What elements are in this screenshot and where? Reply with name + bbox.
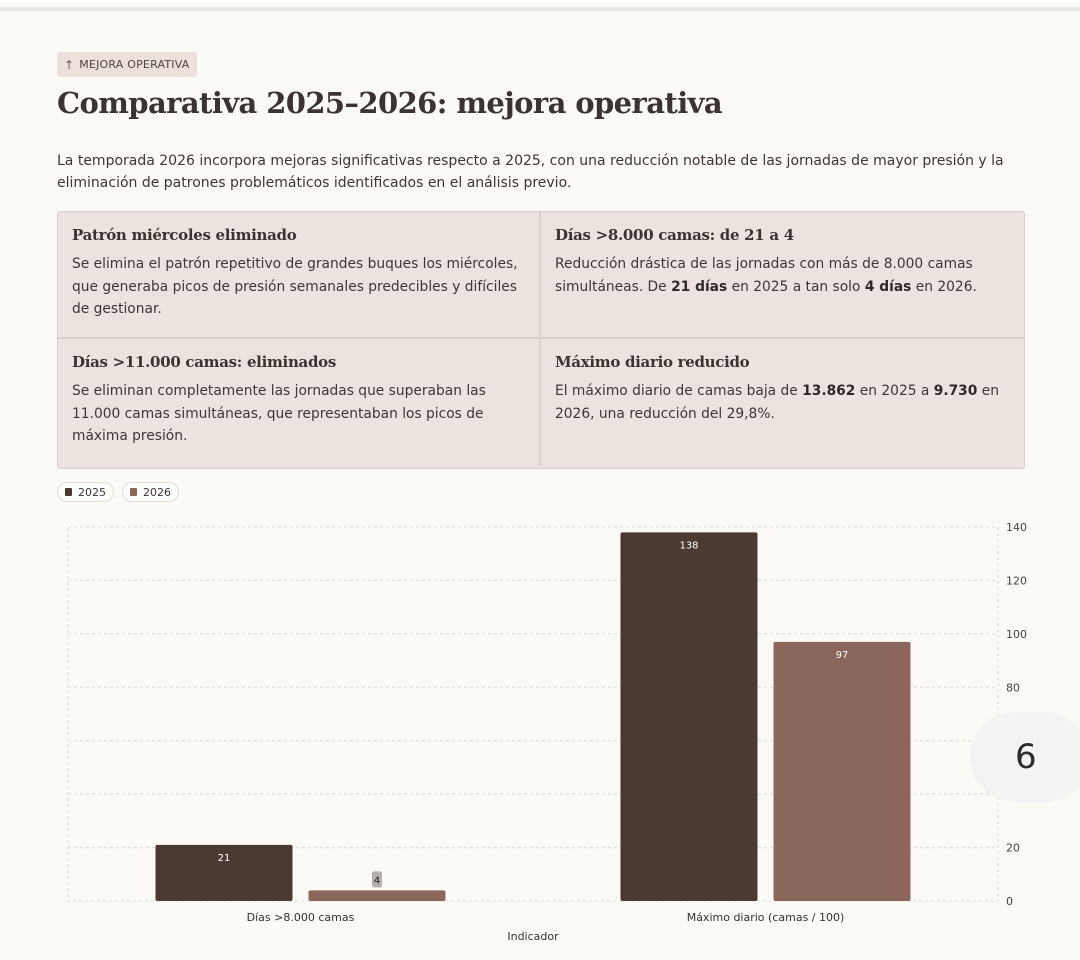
highlight-card: Días >8.000 camas: de 21 a 4 Reducción d…	[541, 212, 1024, 339]
x-tick-label: Máximo diario (camas / 100)	[687, 911, 845, 924]
highlight-emphasis: 21 días	[671, 278, 728, 295]
chart-legend: 2025 2026	[57, 482, 179, 502]
bar-value-label: 21	[218, 853, 231, 864]
highlight-title: Días >8.000 camas: de 21 a 4	[555, 226, 794, 244]
y-tick-label: 80	[1006, 681, 1020, 694]
highlights-grid: Patrón miércoles eliminado Se elimina el…	[57, 211, 1025, 469]
floating-badge: 6	[970, 712, 1080, 802]
highlight-body: El máximo diario de camas baja de 13.862…	[555, 380, 1010, 425]
highlight-text: Se elimina el patrón repetitivo de grand…	[72, 256, 518, 317]
highlight-emphasis: 9.730	[933, 383, 978, 399]
bar-value-label: 138	[679, 540, 698, 551]
y-tick-label: 100	[1006, 628, 1027, 641]
legend-swatch	[65, 488, 72, 496]
bar-2025	[155, 844, 293, 901]
page-title: Comparativa 2025–2026: mejora operativa	[57, 86, 723, 120]
bar-value-label: 97	[836, 650, 849, 661]
x-axis-title: Indicador	[507, 930, 559, 943]
highlight-text: en 2025 a tan solo	[727, 278, 865, 295]
highlight-emphasis: 13.862	[802, 383, 856, 399]
highlight-body: Reducción drástica de las jornadas con m…	[555, 253, 1010, 298]
y-tick-label: 140	[1006, 521, 1027, 534]
highlight-title: Días >11.000 camas: eliminados	[72, 353, 337, 371]
bar-2026	[773, 641, 911, 901]
bar-value-label: 4	[374, 875, 380, 886]
bar-chart: 0 20 80 100 120 140 21 4 Días >8.000 camas 138 97 M…	[67, 521, 1027, 943]
highlight-text: El máximo diario de camas baja de	[555, 383, 803, 399]
highlight-text: en 2025 a	[855, 383, 934, 399]
legend-label: 2026	[143, 485, 171, 499]
highlight-emphasis: 4 días	[864, 278, 912, 295]
highlight-text: Se eliminan completamente las jornadas q…	[72, 383, 486, 444]
highlight-body: Se eliminan completamente las jornadas q…	[72, 380, 525, 448]
bar-2026	[308, 890, 446, 901]
legend-item-2026[interactable]: 2026	[122, 482, 179, 502]
bar-value-badge	[372, 871, 382, 888]
y-tick-label: 0	[1006, 895, 1013, 908]
intro-paragraph: La temporada 2026 incorpora mejoras sign…	[57, 153, 1004, 191]
highlight-card: Máximo diario reducido El máximo diario …	[541, 339, 1024, 466]
highlight-title: Máximo diario reducido	[555, 353, 750, 371]
highlight-text: en 2026, una reducción del 29,8%.	[555, 383, 1000, 422]
section-tag: ↑ MEJORA OPERATIVA	[57, 52, 198, 77]
section-tag-label: MEJORA OPERATIVA	[79, 58, 190, 71]
badge-number: 6	[1015, 737, 1037, 777]
y-tick-label: 120	[1006, 574, 1027, 587]
top-border	[0, 7, 1080, 11]
bar-2025	[620, 532, 758, 901]
highlight-text: Reducción drástica de las jornadas con m…	[555, 256, 973, 295]
highlight-body: Se elimina el patrón repetitivo de grand…	[72, 253, 525, 321]
arrow-up-icon: ↑	[64, 57, 75, 72]
highlight-text: en 2026.	[911, 278, 977, 295]
highlight-card: Días >11.000 camas: eliminados Se elimin…	[58, 339, 541, 466]
x-tick-label: Días >8.000 camas	[247, 911, 355, 924]
highlight-card: Patrón miércoles eliminado Se elimina el…	[58, 212, 541, 339]
legend-swatch	[130, 488, 137, 496]
legend-item-2025[interactable]: 2025	[57, 482, 114, 502]
legend-label: 2025	[78, 485, 106, 499]
highlight-title: Patrón miércoles eliminado	[72, 226, 297, 244]
y-tick-label: 20	[1006, 842, 1020, 855]
